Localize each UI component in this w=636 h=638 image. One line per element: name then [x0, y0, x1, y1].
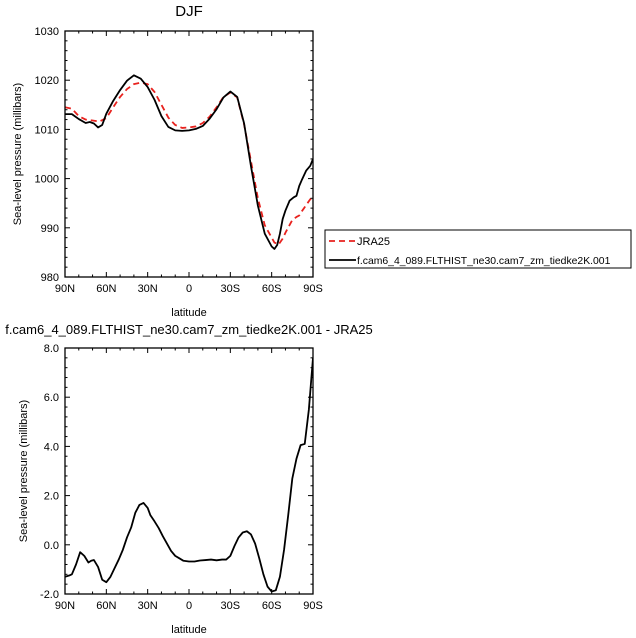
top-x-tick-label: 90S: [303, 283, 323, 295]
top-y-tick-label: 1010: [35, 124, 59, 136]
top-axes: 90N 60N 30N 0 30S 60S 90S 980 990 1000 1010 1020 103…: [35, 26, 323, 295]
top-y-tick-label: 1000: [35, 174, 59, 186]
bottom-chart-title: f.cam6_4_089.FLTHIST_ne30.cam7_zm_tiedke…: [5, 322, 373, 337]
top-x-tick-label: 60N: [96, 283, 116, 295]
legend-label-model: f.cam6_4_089.FLTHIST_ne30.cam7_zm_tiedke…: [357, 256, 611, 267]
top-chart-title: DJF: [175, 3, 203, 20]
top-x-tick-label: 60S: [262, 283, 282, 295]
top-series-line-0: [65, 81, 313, 246]
bottom-panel: f.cam6_4_089.FLTHIST_ne30.cam7_zm_tiedke…: [5, 322, 373, 636]
bottom-y-tick-label: 6.0: [44, 392, 59, 404]
legend-box: [324, 229, 632, 269]
bottom-series-line-0: [65, 357, 313, 593]
bottom-x-tick-label: 30S: [221, 600, 241, 612]
legend-entry-jra25: JRA25: [329, 236, 390, 248]
top-panel: DJF Sea-level pressure (millibars) latit…: [12, 3, 323, 319]
bottom-x-tick-label: 0: [186, 600, 192, 612]
bottom-y-tick-label: 0.0: [44, 540, 59, 552]
bottom-x-tick-label: 90S: [303, 600, 323, 612]
top-y-tick-label: 1030: [35, 26, 59, 38]
top-x-tick-label: 90N: [55, 283, 75, 295]
bottom-plot-frame: [64, 347, 314, 595]
bottom-y-tick-label: 8.0: [44, 343, 59, 355]
bottom-x-tick-label: 30N: [138, 600, 158, 612]
bottom-x-tick-label: 90N: [55, 600, 75, 612]
top-series-layer: [65, 74, 313, 250]
legend: JRA25 f.cam6_4_089.FLTHIST_ne30.cam7_zm_…: [324, 229, 632, 269]
top-y-tick-label: 1020: [35, 75, 59, 87]
bottom-x-axis-label: latitude: [171, 624, 206, 636]
bottom-y-tick-label: 4.0: [44, 441, 59, 453]
top-series-line-1: [65, 74, 313, 250]
bottom-series-layer: [65, 357, 313, 593]
bottom-y-tick-label: -2.0: [40, 589, 59, 601]
bottom-y-tick-label: 2.0: [44, 491, 59, 503]
bottom-axes: 90N 60N 30N 0 30S 60S 90S -2.0 0.0 2.0 4.0 6.0 8.0: [40, 343, 323, 612]
top-y-tick-label: 990: [41, 223, 59, 235]
bottom-x-tick-label: 60S: [262, 600, 282, 612]
top-x-axis-label: latitude: [171, 307, 206, 319]
top-y-axis-label: Sea-level pressure (millibars): [12, 83, 24, 225]
top-y-tick-label: 980: [41, 272, 59, 284]
top-x-tick-label: 30N: [138, 283, 158, 295]
legend-entry-model: f.cam6_4_089.FLTHIST_ne30.cam7_zm_tiedke…: [329, 256, 611, 267]
top-x-tick-label: 30S: [221, 283, 241, 295]
top-plot-frame: [64, 30, 314, 278]
bottom-y-axis-label: Sea-level pressure (millibars): [18, 400, 30, 542]
legend-label-jra25: JRA25: [357, 236, 390, 248]
bottom-x-tick-label: 60N: [96, 600, 116, 612]
top-x-tick-label: 0: [186, 283, 192, 295]
